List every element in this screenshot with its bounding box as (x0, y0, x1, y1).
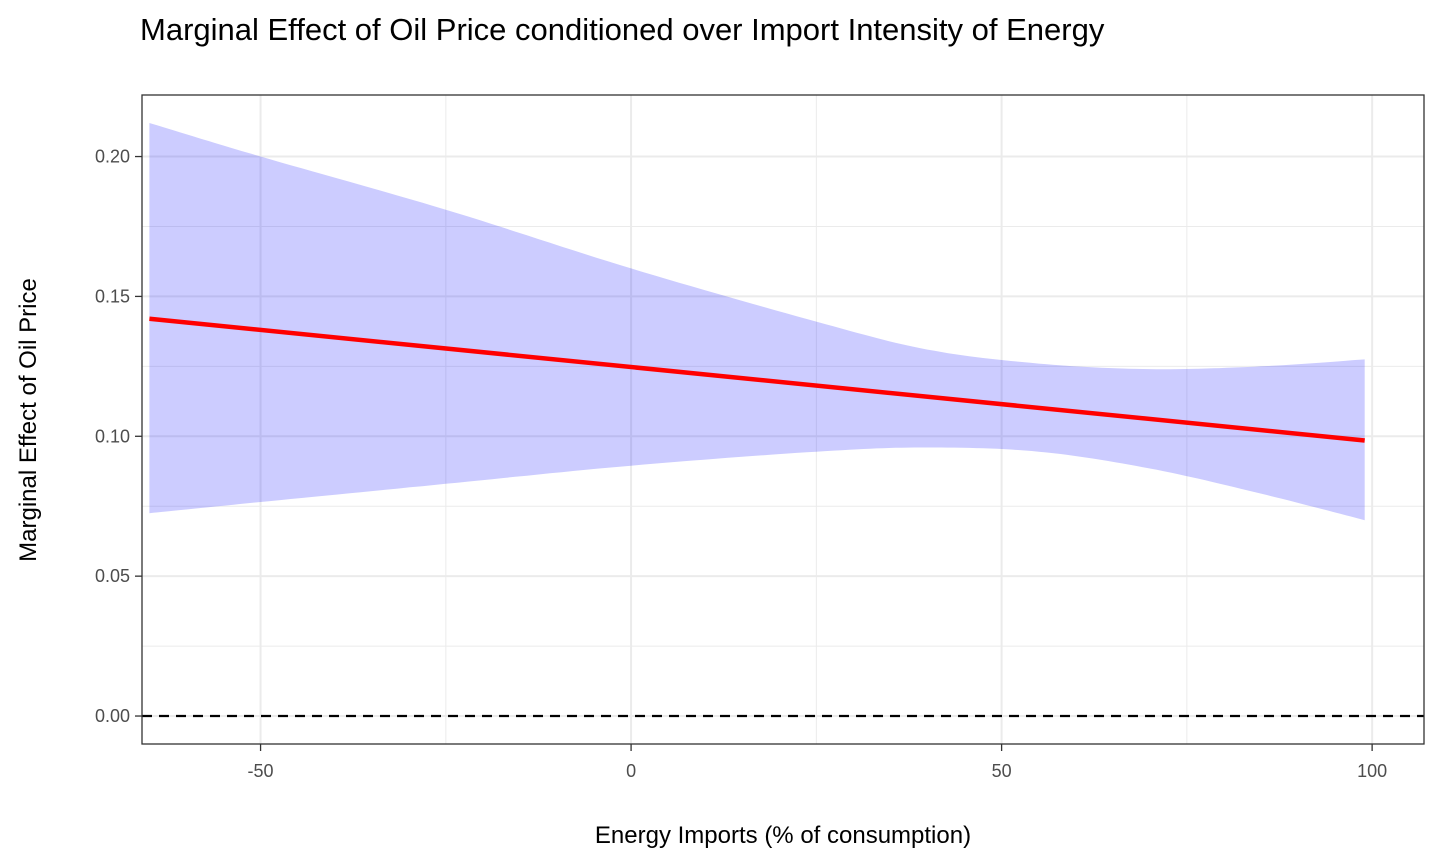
x-axis-title: Energy Imports (% of consumption) (595, 822, 971, 849)
chart-title: Marginal Effect of Oil Price conditioned… (140, 12, 1105, 47)
y-tick-label: 0.15 (95, 286, 130, 306)
marginal-effect-line (149, 316, 1365, 443)
confidence-band (149, 123, 1365, 521)
y-axis-title: Marginal Effect of Oil Price (15, 278, 42, 562)
x-tick-label: 100 (1357, 761, 1387, 781)
plot-panel-border (141, 94, 1425, 745)
y-tick-label: 0.10 (95, 426, 130, 446)
y-axis: 0.00 0.05 0.10 0.15 0.20 (95, 147, 142, 726)
x-tick-label: -50 (248, 761, 274, 781)
x-tick-label: 50 (992, 761, 1012, 781)
y-tick-label: 0.05 (95, 566, 130, 586)
minor-gridlines (142, 95, 1424, 744)
y-tick-label: 0.20 (95, 147, 130, 167)
series-layer (149, 316, 1365, 443)
confidence-band-layer (149, 123, 1365, 521)
x-axis: -50 0 50 100 (248, 744, 1387, 781)
y-tick-label: 0.00 (95, 706, 130, 726)
x-tick-label: 0 (626, 761, 636, 781)
